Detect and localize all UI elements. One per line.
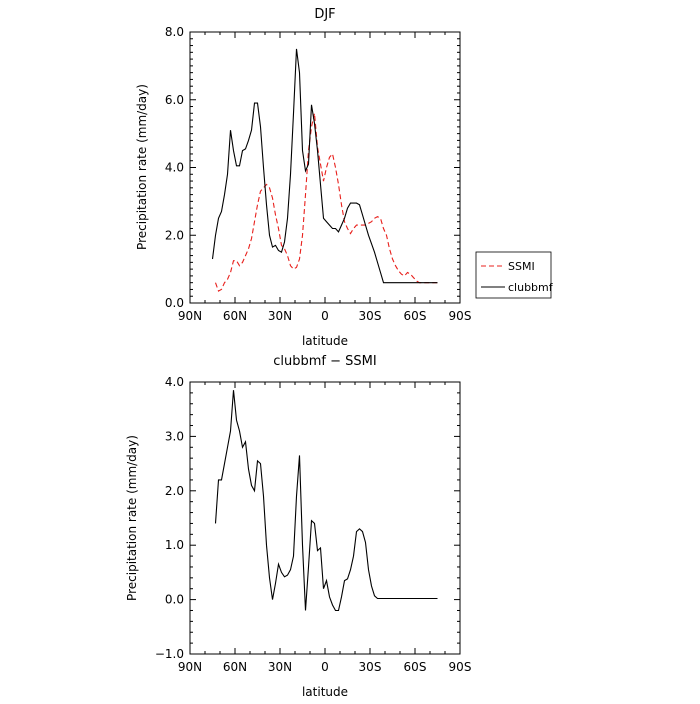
x-tick-label: 90S xyxy=(449,309,472,323)
series-line-clubbmf xyxy=(211,48,438,284)
legend-label-clubbmf: clubbmf xyxy=(508,281,554,294)
x-tick-label: 0 xyxy=(321,660,329,674)
y-tick-label: 3.0 xyxy=(165,429,184,443)
x-tick-label: 30S xyxy=(359,309,382,323)
y-tick-label: 2.0 xyxy=(165,228,184,242)
legend-box xyxy=(475,251,552,299)
y-tick-label: 2.0 xyxy=(165,484,184,498)
x-tick-label: 60S xyxy=(404,309,427,323)
x-tick-label: 30S xyxy=(359,660,382,674)
panel2-series xyxy=(214,390,438,612)
panel1-title: DJF xyxy=(314,7,335,22)
panel2-frame xyxy=(189,381,461,655)
y-tick-label: 6.0 xyxy=(165,93,184,107)
panel1-y-axis-label: Precipitation rate (mm/day) xyxy=(135,84,149,250)
x-tick-label: 90N xyxy=(178,309,202,323)
x-tick-label: 90S xyxy=(449,660,472,674)
x-tick-label: 60N xyxy=(223,309,247,323)
y-tick-label: 4.0 xyxy=(165,375,184,389)
x-tick-label: 0 xyxy=(321,309,329,323)
panel2-x-axis-label: latitude xyxy=(302,685,348,699)
panel1-y-ticks: 0.0 2.0 4.0 6.0 8.0 xyxy=(165,25,460,310)
panel2-y-axis-label: Precipitation rate (mm/day) xyxy=(125,435,139,601)
legend-label-ssmi: SSMI xyxy=(508,260,535,273)
panel2-y-ticks: −1.0 0.0 1.0 2.0 3.0 4.0 xyxy=(155,375,460,661)
y-tick-label: 0.0 xyxy=(165,593,184,607)
series-line-diff-0 xyxy=(214,390,438,612)
y-tick-label: 8.0 xyxy=(165,25,184,39)
y-tick-label: 0.0 xyxy=(165,296,184,310)
x-tick-label: 60S xyxy=(404,660,427,674)
panel2-title: clubbmf − SSMI xyxy=(273,354,376,369)
panel-difference: clubbmf − SSMI 90N 60N 30N 0 30S 60S 90S −1.0 0… xyxy=(125,354,471,699)
y-tick-label: −1.0 xyxy=(155,647,184,661)
x-tick-label: 30N xyxy=(268,660,292,674)
panel1-series xyxy=(211,48,438,292)
panel-djf: DJF 90N 60N 30N 0 30S 60S 90S 0.02.04.06.08.0 … xyxy=(135,7,554,348)
series-line-ssmi xyxy=(214,113,438,292)
panel1-frame xyxy=(189,31,461,304)
legend: SSMI clubbmf xyxy=(475,251,554,299)
x-tick-label: 60N xyxy=(223,660,247,674)
panel1-x-axis-label: latitude xyxy=(302,334,348,348)
panel2-x-ticks: 90N 60N 30N 0 30S 60S 90S xyxy=(178,382,472,674)
y-tick-label: 4.0 xyxy=(165,161,184,175)
x-tick-label: 30N xyxy=(268,309,292,323)
y-tick-label: 1.0 xyxy=(165,538,184,552)
x-tick-label: 90N xyxy=(178,660,202,674)
panel1-x-ticks: 90N 60N 30N 0 30S 60S 90S xyxy=(178,32,472,323)
